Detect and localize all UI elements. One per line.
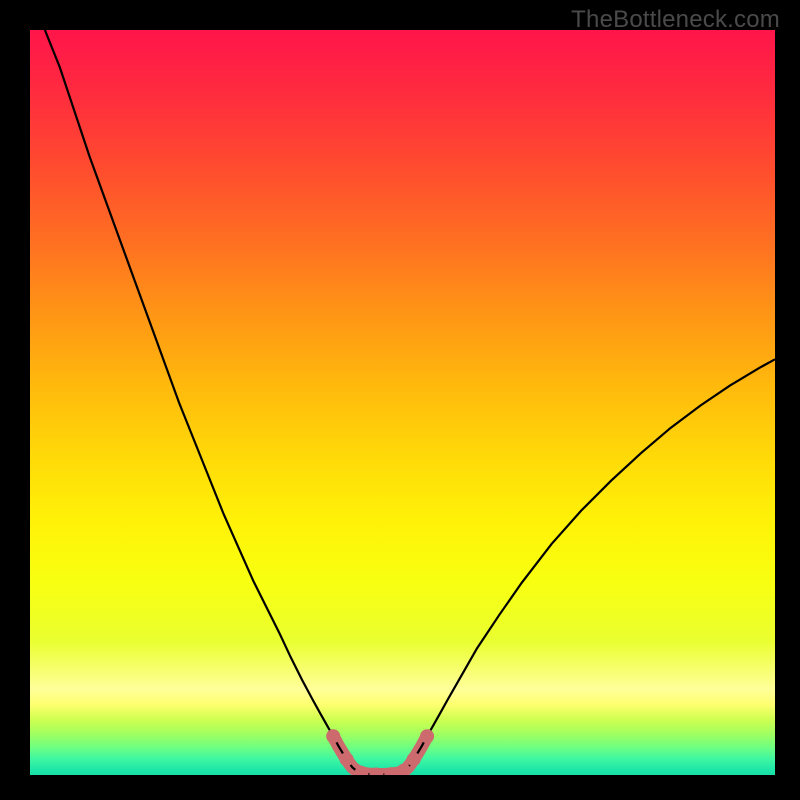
chart-frame: TheBottleneck.com (0, 0, 800, 800)
curve-layer (30, 30, 775, 775)
plot-area (30, 30, 775, 775)
bottleneck-curve (45, 30, 775, 774)
watermark-text: TheBottleneck.com (571, 6, 780, 34)
